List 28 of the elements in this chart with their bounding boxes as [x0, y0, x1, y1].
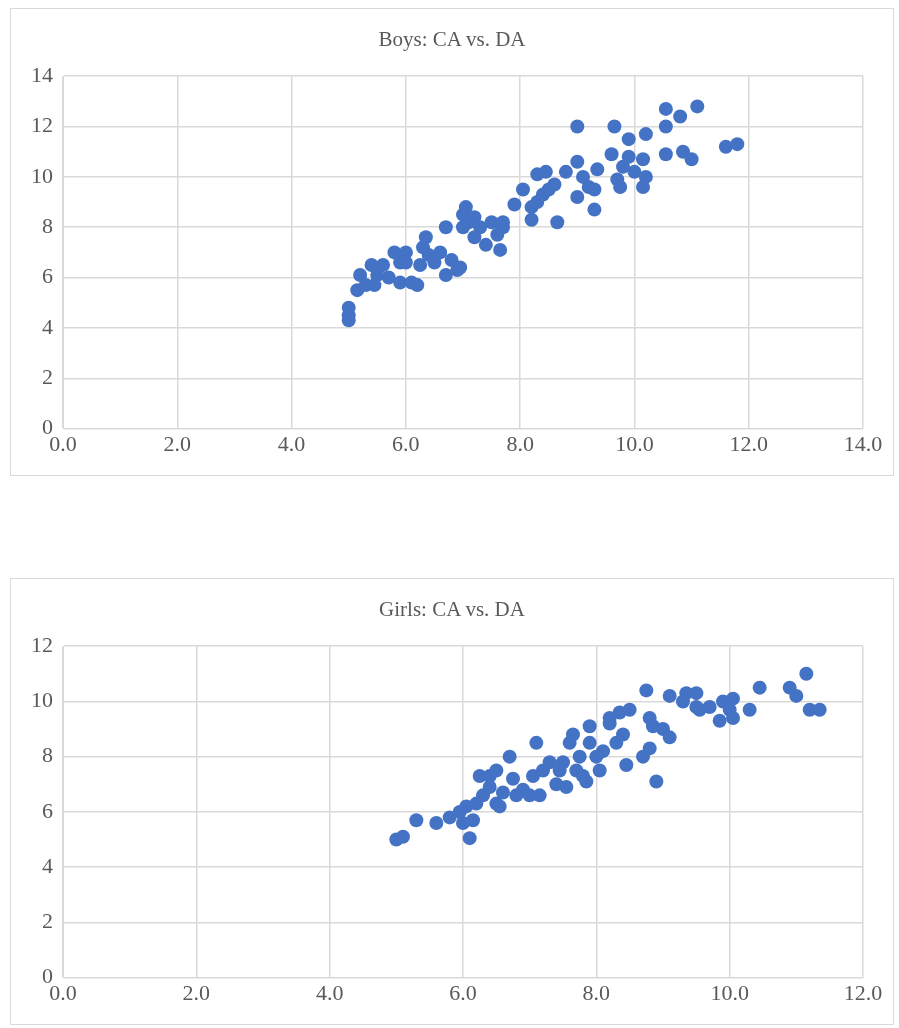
- y-tick-label: 12: [31, 112, 53, 138]
- y-tick-label: 12: [31, 631, 53, 657]
- x-tick-label: 6.0: [392, 430, 420, 456]
- y-tick-label: 8: [42, 213, 53, 239]
- y-tick-label: 6: [42, 263, 53, 289]
- x-tick-label: 4.0: [277, 430, 306, 456]
- y-tick-label: 6: [42, 797, 53, 823]
- chart-title: Girls: CA vs. DA: [378, 597, 526, 623]
- y-tick-label: 14: [31, 61, 53, 87]
- y-tick-label: 8: [42, 742, 53, 768]
- x-tick-label: 8.0: [506, 430, 534, 456]
- x-tick-label: 12.0: [729, 430, 768, 456]
- x-tick-label: 10.0: [615, 430, 654, 456]
- y-tick-label: 4: [42, 313, 53, 339]
- x-tick-label: 4.0: [315, 979, 344, 1005]
- x-tick-label: 6.0: [449, 979, 477, 1005]
- x-tick-label: 10.0: [710, 979, 749, 1005]
- y-tick-label: 10: [31, 687, 53, 713]
- y-tick-label: 2: [42, 364, 53, 390]
- y-tick-label: 2: [42, 908, 53, 934]
- chart-title: Boys: CA vs. DA: [377, 27, 527, 53]
- x-tick-label: 2.0: [163, 430, 192, 456]
- x-tick-label: 12.0: [843, 979, 883, 1005]
- y-tick-label: 10: [31, 162, 53, 188]
- x-tick-label: 14.0: [843, 430, 883, 456]
- y-tick-label: 4: [42, 852, 53, 878]
- x-tick-label: 8.0: [582, 979, 611, 1005]
- x-tick-label: 2.0: [182, 979, 211, 1005]
